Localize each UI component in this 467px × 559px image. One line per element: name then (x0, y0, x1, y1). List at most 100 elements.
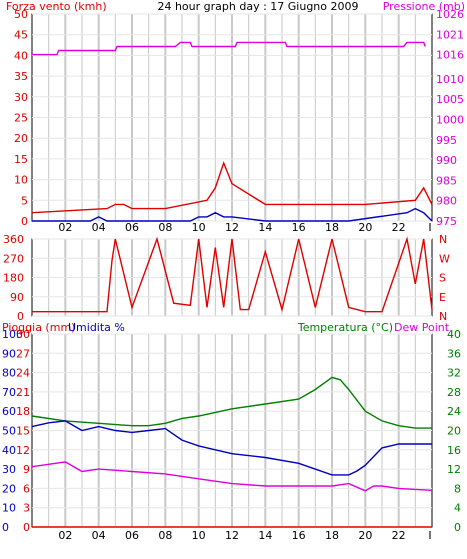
temperature-tick-label: 32 (447, 367, 461, 380)
pressure-tick-label: 990 (436, 154, 457, 167)
x-tick-label: 20 (358, 221, 372, 234)
x-tick-label: 04 (92, 529, 106, 542)
x-tick-label: 02 (58, 221, 72, 234)
wind-tick-label: 40 (14, 49, 28, 62)
x-tick-label: 06 (125, 221, 139, 234)
x-tick-label: 08 (158, 529, 172, 542)
wind-tick-label: 35 (14, 70, 28, 83)
chart-title: 24 hour graph day : 17 Giugno 2009 (157, 0, 358, 13)
x-tick-label: 12 (225, 221, 239, 234)
x-tick-label: 22 (392, 221, 406, 234)
humidity-tick-label: 60 (2, 405, 16, 418)
temperature-tick-label: 20 (447, 425, 461, 438)
wind-tick-label: 50 (14, 8, 28, 21)
rain-axis-label: Pioggia (mm) (2, 321, 75, 334)
direction-tick-label: 90 (10, 291, 24, 304)
rain-tick-labels: 0 3 6 9 12 15 18 21 24 27 30 (16, 328, 30, 534)
compass-label: S (439, 272, 446, 285)
wind-tick-label: 20 (14, 132, 28, 145)
temperature-tick-labels: 0 4 8 12 16 20 24 28 32 36 40 (447, 328, 461, 534)
rain-tick-label: 0 (23, 521, 30, 534)
compass-label: E (439, 291, 446, 304)
humidity-tick-label: 70 (2, 386, 16, 399)
temp-humidity-x-tick-labels: 02 04 06 08 10 12 14 16 18 20 22 I (58, 529, 431, 542)
x-tick-label: 18 (325, 221, 339, 234)
temperature-tick-label: 24 (447, 405, 461, 418)
humidity-tick-label: 90 (2, 347, 16, 360)
rain-tick-label: 12 (16, 444, 30, 457)
pressure-tick-label: 1005 (436, 93, 464, 106)
wind-tick-label: 30 (14, 91, 28, 104)
temperature-tick-label: 8 (454, 482, 461, 495)
compass-label: N (439, 310, 447, 323)
wind-pressure-marks (31, 41, 433, 222)
humidity-axis-label: Umidita % (68, 321, 125, 334)
humidity-tick-label: 80 (2, 367, 16, 380)
direction-tick-labels: 0 90 180 270 360 (3, 233, 24, 323)
wind-tick-label: 0 (21, 215, 28, 228)
x-tick-label: 18 (325, 529, 339, 542)
wind-axis-label: Forza vento (kmh) (6, 0, 107, 13)
pressure-right-tick-labels: 975 980 985 990 995 1000 1005 1010 1016 1021 1026 (436, 8, 464, 228)
pressure-tick-label: 985 (436, 174, 457, 187)
x-tick-label: 16 (292, 221, 306, 234)
temp-humidity-marks (31, 376, 433, 528)
x-tick-label: 22 (392, 529, 406, 542)
wind-pressure-grid (32, 13, 432, 222)
rain-tick-label: 9 (23, 463, 30, 476)
direction-tick-label: 180 (3, 272, 24, 285)
humidity-tick-label: 30 (2, 463, 16, 476)
pressure-tick-label: 995 (436, 134, 457, 147)
humidity-tick-label: 20 (2, 482, 16, 495)
rain-tick-label: 27 (16, 347, 30, 360)
series-line (31, 420, 432, 476)
x-tick-label: 20 (358, 529, 372, 542)
wind-tick-label: 5 (21, 194, 28, 207)
pressure-axis-label: Pressione (mb) (383, 0, 465, 13)
direction-grid (32, 238, 432, 317)
wind-tick-label: 15 (14, 153, 28, 166)
series-line (32, 207, 433, 222)
x-tick-label: 16 (292, 529, 306, 542)
pressure-tick-label: 1000 (436, 114, 464, 127)
series-line (32, 236, 433, 313)
x-tick-label: I (428, 529, 431, 542)
rain-tick-label: 3 (23, 502, 30, 515)
dewpoint-axis-label: Dew Point (394, 321, 450, 334)
x-tick-label: 14 (258, 221, 272, 234)
pressure-tick-label: 980 (436, 195, 457, 208)
x-tick-label: 10 (192, 529, 206, 542)
direction-tick-label: 360 (3, 233, 24, 246)
temperature-tick-label: 40 (447, 328, 461, 341)
wind-tick-label: 10 (14, 174, 28, 187)
humidity-tick-label: 40 (2, 444, 16, 457)
temperature-axis-label: Temperatura (°C) (297, 321, 393, 334)
x-tick-label: 10 (192, 221, 206, 234)
rain-tick-label: 18 (16, 405, 30, 418)
wind-left-tick-labels: 0 5 10 15 20 25 30 35 40 45 50 (14, 8, 28, 228)
x-tick-label: 08 (158, 221, 172, 234)
wind-tick-label: 25 (14, 112, 28, 125)
humidity-tick-label: 0 (2, 521, 9, 534)
pressure-tick-label: 1021 (436, 28, 464, 41)
pressure-tick-label: 1026 (436, 8, 464, 21)
temperature-tick-label: 4 (454, 502, 461, 515)
temperature-tick-label: 12 (447, 463, 461, 476)
temperature-tick-label: 28 (447, 386, 461, 399)
humidity-tick-label: 10 (2, 502, 16, 515)
series-line (31, 461, 433, 492)
wind-pressure-x-tick-labels: 02 04 06 08 10 12 14 16 18 20 22 I (58, 221, 431, 234)
temperature-tick-label: 16 (447, 444, 461, 457)
x-tick-label: 12 (225, 529, 239, 542)
humidity-tick-label: 100 (2, 328, 23, 341)
humidity-tick-labels: 0 10 20 30 40 50 60 70 80 90 100 (2, 328, 23, 534)
compass-label: N (439, 233, 447, 246)
rain-tick-label: 15 (16, 425, 30, 438)
temperature-tick-label: 0 (454, 521, 461, 534)
pressure-tick-label: 1010 (436, 73, 464, 86)
x-tick-label: 14 (258, 529, 272, 542)
x-tick-label: 04 (92, 221, 106, 234)
series-line (31, 376, 432, 429)
